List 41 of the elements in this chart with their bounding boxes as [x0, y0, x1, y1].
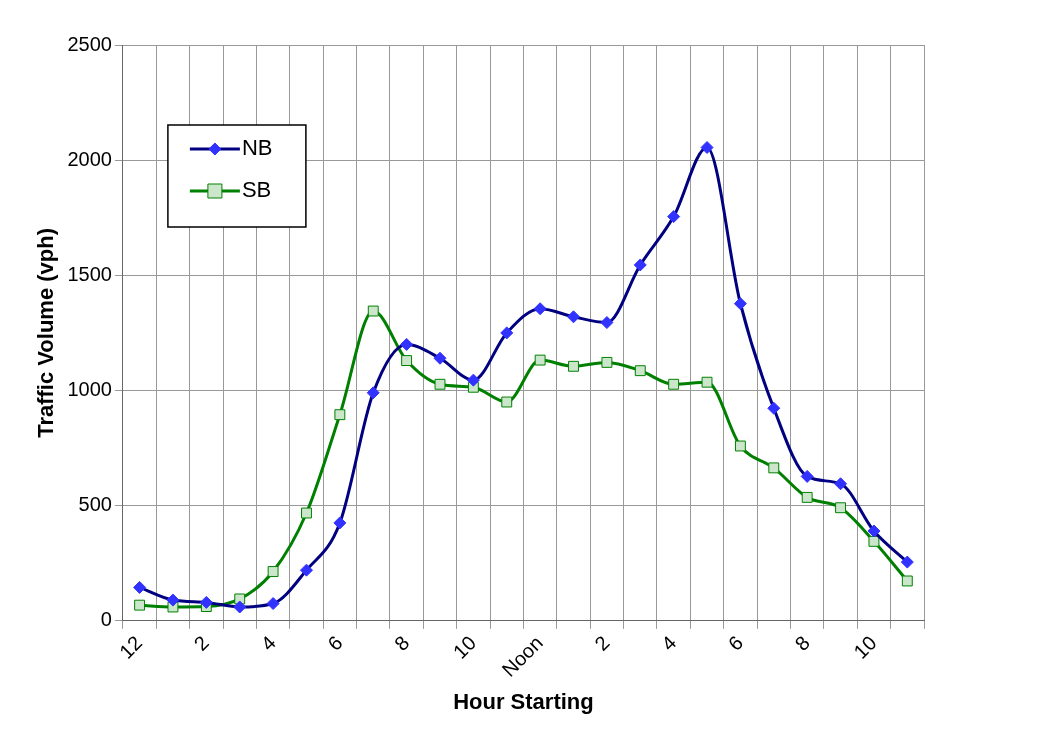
point	[501, 396, 513, 408]
x-tick-label: 6	[323, 631, 347, 655]
x-tick-label: 4	[256, 631, 280, 655]
x-tick-label: 6	[723, 631, 748, 655]
x-tick-label: 10	[448, 631, 481, 663]
point	[768, 462, 780, 474]
point	[668, 378, 680, 390]
x-tick-label: 4	[656, 631, 681, 655]
point	[734, 440, 746, 452]
point	[401, 355, 413, 366]
legend-label: SB	[241, 177, 272, 203]
y-tick-label: 1000	[67, 378, 112, 401]
point	[334, 409, 346, 421]
x-tick-label: 10	[849, 631, 881, 663]
point	[634, 365, 646, 377]
x-tick-label: 2	[189, 631, 214, 655]
x-tick-label: 12	[115, 631, 147, 663]
y-tick-label: 2500	[67, 32, 112, 55]
x-tick-label: 8	[389, 631, 414, 655]
point	[367, 305, 379, 317]
y-axis-title: Traffic Volume (vph)	[33, 227, 59, 438]
x-tick-label: 2	[590, 631, 614, 655]
point	[701, 376, 713, 388]
y-tick-label: 2000	[67, 147, 112, 170]
point	[801, 491, 813, 503]
point	[601, 356, 613, 368]
x-tick-label: 8	[790, 631, 814, 655]
point	[901, 575, 913, 587]
point	[434, 378, 446, 390]
point	[301, 507, 312, 519]
point	[868, 535, 880, 547]
point	[835, 502, 846, 514]
point	[534, 354, 546, 366]
point	[134, 599, 146, 611]
x-axis-title: Hour Starting	[453, 688, 594, 714]
y-tick-label: 0	[100, 608, 112, 631]
y-tick-label: 500	[78, 493, 112, 516]
y-tick-label: 1500	[67, 262, 112, 285]
point	[568, 360, 579, 372]
legend-label: NB	[241, 135, 273, 161]
point	[267, 566, 279, 577]
